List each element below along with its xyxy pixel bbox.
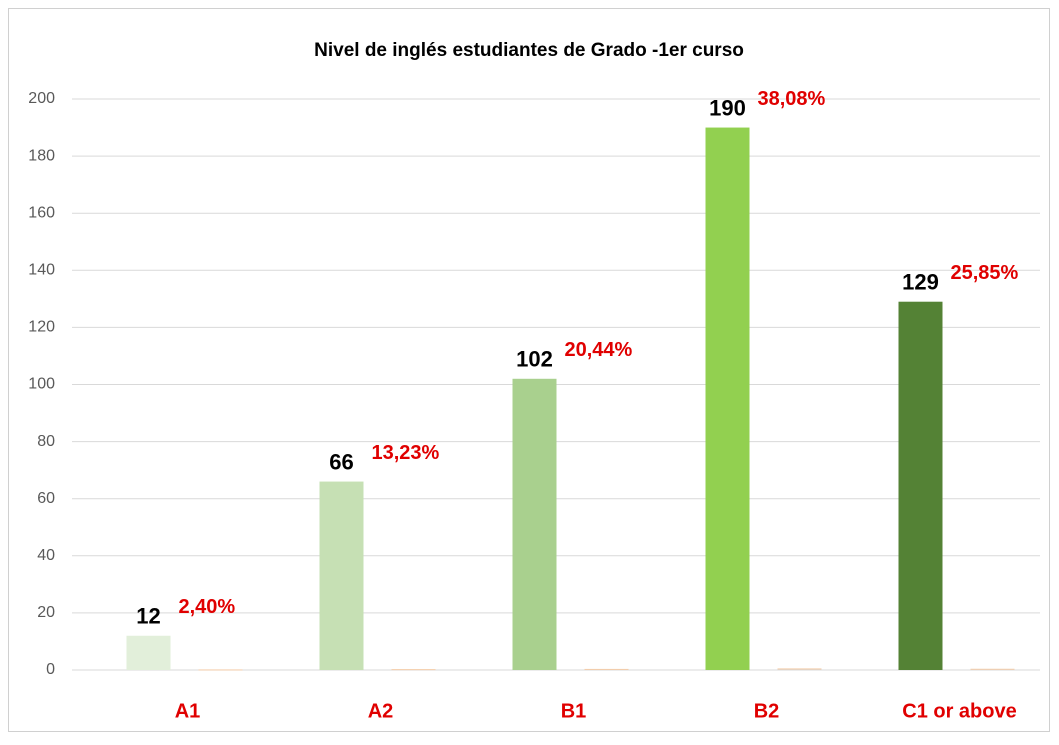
- y-tick-label: 20: [37, 604, 55, 621]
- bar: [198, 669, 243, 671]
- data-label: 190: [709, 95, 746, 120]
- bar: [126, 635, 171, 670]
- y-tick-label: 180: [28, 147, 55, 164]
- bar: [512, 378, 557, 670]
- data-label: 2,40%: [179, 596, 236, 618]
- y-tick-label: 100: [28, 376, 55, 393]
- y-tick-label: 140: [28, 262, 55, 279]
- data-label: 129: [902, 270, 939, 295]
- y-tick-label: 120: [28, 319, 55, 336]
- bar: [705, 127, 750, 671]
- chart-title: Nivel de inglés estudiantes de Grado -1e…: [314, 40, 744, 61]
- data-label: 25,85%: [951, 262, 1019, 284]
- x-tick-label: C1 or above: [902, 700, 1016, 722]
- x-tick-label: B2: [754, 700, 780, 722]
- y-tick-label: 160: [28, 204, 55, 221]
- y-tick-label: 0: [46, 661, 55, 678]
- x-tick-label: A2: [368, 700, 394, 722]
- data-label: 13,23%: [372, 442, 440, 464]
- y-tick-label: 200: [28, 90, 55, 107]
- y-tick-label: 80: [37, 433, 55, 450]
- data-label: 66: [329, 449, 353, 474]
- bar: [898, 301, 943, 670]
- bar: [391, 669, 436, 671]
- x-tick-label: B1: [561, 700, 587, 722]
- y-tick-label: 40: [37, 547, 55, 564]
- bar: [319, 481, 364, 670]
- data-label: 12: [136, 604, 160, 629]
- bar: [970, 668, 1015, 670]
- x-tick-label: A1: [175, 700, 201, 722]
- bar: [584, 668, 629, 670]
- data-label: 38,08%: [758, 88, 826, 110]
- bar: [777, 668, 822, 670]
- data-label: 20,44%: [565, 339, 633, 361]
- y-tick-label: 60: [37, 490, 55, 507]
- data-label: 102: [516, 347, 553, 372]
